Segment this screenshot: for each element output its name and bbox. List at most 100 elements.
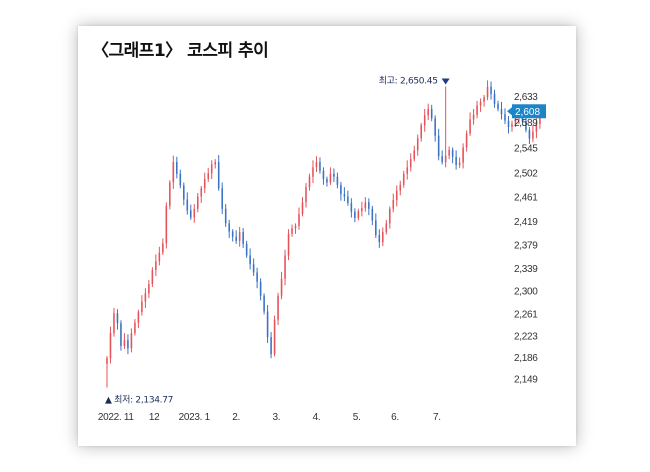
candle <box>350 198 353 218</box>
candle <box>385 219 388 235</box>
candle <box>399 180 402 196</box>
candle <box>158 246 161 266</box>
candle <box>270 331 272 359</box>
candle <box>200 186 203 203</box>
candle <box>532 124 534 143</box>
chart-card <box>78 26 576 446</box>
candle <box>378 229 381 248</box>
candle <box>458 157 461 168</box>
candle <box>465 130 468 152</box>
x-tick-label: 4. <box>313 412 321 423</box>
x-tick-label: 12 <box>149 412 160 423</box>
candle <box>427 103 429 121</box>
candle <box>106 355 108 388</box>
annotations-layer: 최고: 2,650.45 ▲ 최저: 2,134.77 2,608 <box>105 75 546 406</box>
candle <box>207 167 210 182</box>
y-tick-label: 2,339 <box>514 264 538 275</box>
candle <box>413 145 416 162</box>
candle <box>134 319 136 336</box>
candle <box>162 238 164 255</box>
candle <box>249 248 251 270</box>
candle <box>340 181 342 201</box>
current-value-label: 2,608 <box>515 107 540 118</box>
candle <box>193 204 196 223</box>
candle <box>224 204 227 227</box>
current-value-badge: 2,608 <box>507 104 546 119</box>
candle <box>231 229 234 242</box>
candle <box>511 120 513 132</box>
candle <box>277 292 279 325</box>
candle <box>371 205 374 226</box>
y-tick-label: 2,300 <box>514 287 538 298</box>
candle <box>141 295 143 316</box>
candle <box>476 100 478 119</box>
candle <box>263 293 265 315</box>
candle <box>123 333 126 349</box>
candle <box>388 206 391 229</box>
candle <box>535 118 538 139</box>
candle <box>113 308 115 337</box>
candle <box>490 81 492 100</box>
candle <box>294 223 297 234</box>
candle <box>336 172 339 189</box>
candle <box>259 278 262 301</box>
x-tick-label: 6. <box>391 412 399 423</box>
candle <box>109 326 112 364</box>
candle <box>483 94 485 107</box>
y-tick-label: 2,186 <box>514 353 538 364</box>
candle <box>127 334 129 355</box>
candle <box>116 309 119 330</box>
x-tick-label: 3. <box>272 412 280 423</box>
x-tick-label: 2023. 1 <box>179 412 211 423</box>
candle <box>256 267 258 289</box>
candle <box>144 288 147 309</box>
candle <box>319 157 321 174</box>
candle <box>472 108 475 125</box>
high-label: 최고: 2,650.45 <box>379 75 438 86</box>
y-tick-label: 2,461 <box>514 193 538 204</box>
y-tick-label: 2,261 <box>514 309 538 320</box>
candle <box>423 108 426 132</box>
candle <box>221 182 223 215</box>
candle <box>169 180 171 210</box>
candle <box>148 279 150 299</box>
candle <box>308 173 311 191</box>
candle <box>326 176 328 187</box>
chart-title: 〈그래프1〉 코스피 추이 <box>92 41 269 61</box>
x-axis-ticks: 2022. 11 12 2023. 1 2. 3. 4. 5. 6. 7. <box>98 412 441 423</box>
candle <box>416 134 419 156</box>
x-tick-label: 7. <box>433 412 441 423</box>
candle <box>217 155 220 191</box>
candle <box>120 320 122 351</box>
candle <box>525 117 527 133</box>
candle <box>451 147 454 164</box>
candle <box>266 305 269 344</box>
candle <box>406 160 409 180</box>
candle <box>364 197 367 212</box>
candle <box>186 192 189 215</box>
x-tick-label: 2022. 11 <box>98 412 135 423</box>
candle <box>151 267 154 287</box>
candle <box>155 254 157 276</box>
y-tick-label: 2,502 <box>514 169 538 180</box>
candle <box>357 208 360 221</box>
candle <box>375 213 377 238</box>
low-label: ▲ 최저: 2,134.77 <box>105 395 173 406</box>
candle <box>462 143 464 169</box>
y-tick-label: 2,545 <box>514 144 538 155</box>
candle <box>444 86 447 168</box>
candle <box>333 168 335 182</box>
candle <box>238 226 241 247</box>
candle <box>301 197 304 217</box>
candle <box>437 128 440 161</box>
y-tick-label: 2,379 <box>514 240 538 251</box>
candle <box>284 249 286 286</box>
y-tick-label: 2,589 <box>514 118 538 129</box>
candle <box>382 227 384 247</box>
high-marker-icon <box>441 78 450 85</box>
candle <box>504 108 506 125</box>
candle <box>420 122 422 142</box>
candle <box>315 156 318 172</box>
candle <box>196 193 199 213</box>
